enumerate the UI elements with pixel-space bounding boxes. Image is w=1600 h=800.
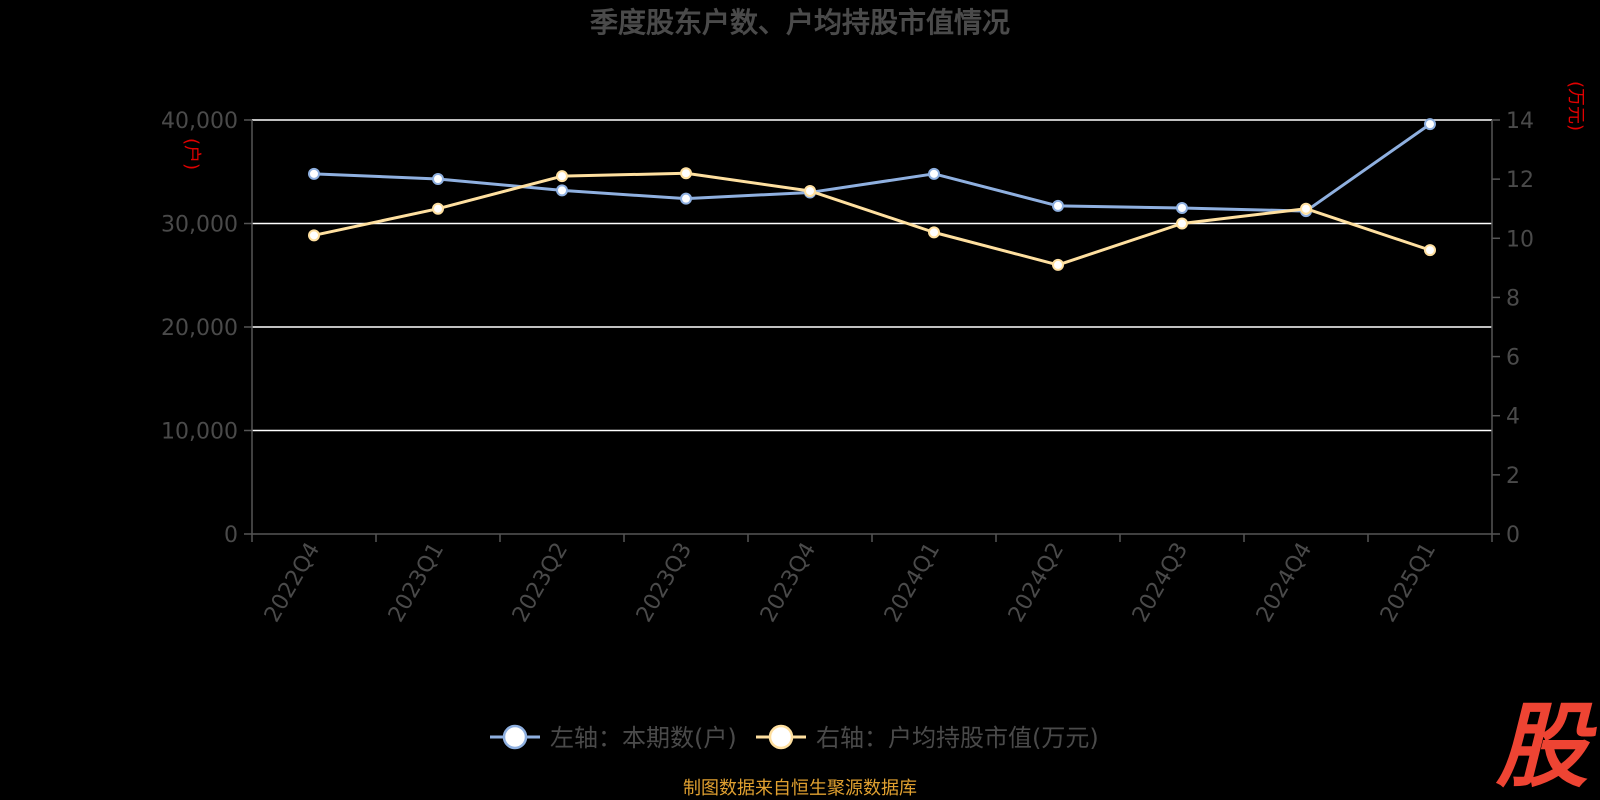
series-1-point: [1176, 201, 1188, 214]
series-2-point: [804, 184, 816, 197]
y-left-tick-label: 0: [224, 523, 238, 548]
y-right-tick-label: 10: [1506, 227, 1534, 252]
chart-title: 季度股东户数、户均持股市值情况: [590, 6, 1010, 39]
series-2-point: [432, 202, 444, 215]
series-1-point: [308, 167, 320, 180]
x-tick-label: 2023Q1: [384, 539, 449, 627]
series-2-point: [556, 170, 568, 183]
y-right-tick-label: 12: [1506, 168, 1534, 193]
x-tick-label: 2023Q3: [632, 539, 697, 627]
series-1-point: [680, 192, 692, 205]
series-1-point: [556, 184, 568, 197]
legend-marker-1: [502, 724, 528, 750]
y-right-tick-label: 4: [1506, 405, 1520, 430]
x-tick-label: 2023Q2: [508, 539, 573, 627]
series-line-2: [313, 171, 1431, 267]
series-2-point: [1424, 244, 1436, 257]
logo: 股: [1495, 693, 1597, 800]
x-tick-label: 2022Q4: [260, 539, 325, 627]
legend-label-2: 右轴：户均持股市值(万元): [816, 724, 1099, 752]
y-left-unit-label: (户): [181, 138, 202, 170]
series-2-point: [1176, 217, 1188, 230]
series-2-point: [1052, 258, 1064, 271]
series-line-1: [313, 122, 1431, 213]
series-1-point: [1052, 199, 1064, 212]
series-2-point: [1300, 202, 1312, 215]
y-left-tick-label: 10,000: [161, 420, 238, 445]
y-right-tick-label: 6: [1506, 346, 1520, 371]
y-right-tick-label: 2: [1506, 464, 1520, 489]
y-left-tick-label: 40,000: [161, 109, 238, 134]
series-2-point: [928, 226, 940, 239]
y-left-tick-label: 30,000: [161, 213, 238, 238]
y-right-unit-label: (万元): [1565, 81, 1586, 131]
y-left-tick-label: 20,000: [161, 316, 238, 341]
x-tick-label: 2024Q3: [1128, 539, 1193, 627]
x-tick-label: 2025Q1: [1376, 539, 1441, 627]
series-2-point: [308, 229, 320, 242]
y-right-tick-label: 0: [1506, 523, 1520, 548]
series-1-point: [432, 172, 444, 185]
legend[interactable]: 左轴：本期数(户) 右轴：户均持股市值(万元): [490, 724, 1099, 752]
series-1-point: [928, 167, 940, 180]
legend-label-1: 左轴：本期数(户): [550, 724, 737, 752]
series-2-point: [680, 167, 692, 180]
series-layer: [308, 118, 1436, 271]
y-right-tick-label: 14: [1506, 109, 1534, 134]
series-1-point: [1424, 118, 1436, 131]
y-right-tick-label: 8: [1506, 286, 1520, 311]
legend-marker-2: [768, 724, 794, 750]
x-tick-label: 2024Q4: [1252, 539, 1317, 627]
x-tick-label: 2023Q4: [756, 539, 821, 627]
grid: [252, 119, 1492, 432]
x-tick-label: 2024Q1: [880, 539, 945, 627]
source-note: 制图数据来自恒生聚源数据库: [683, 778, 917, 799]
x-tick-label: 2024Q2: [1004, 539, 1069, 627]
